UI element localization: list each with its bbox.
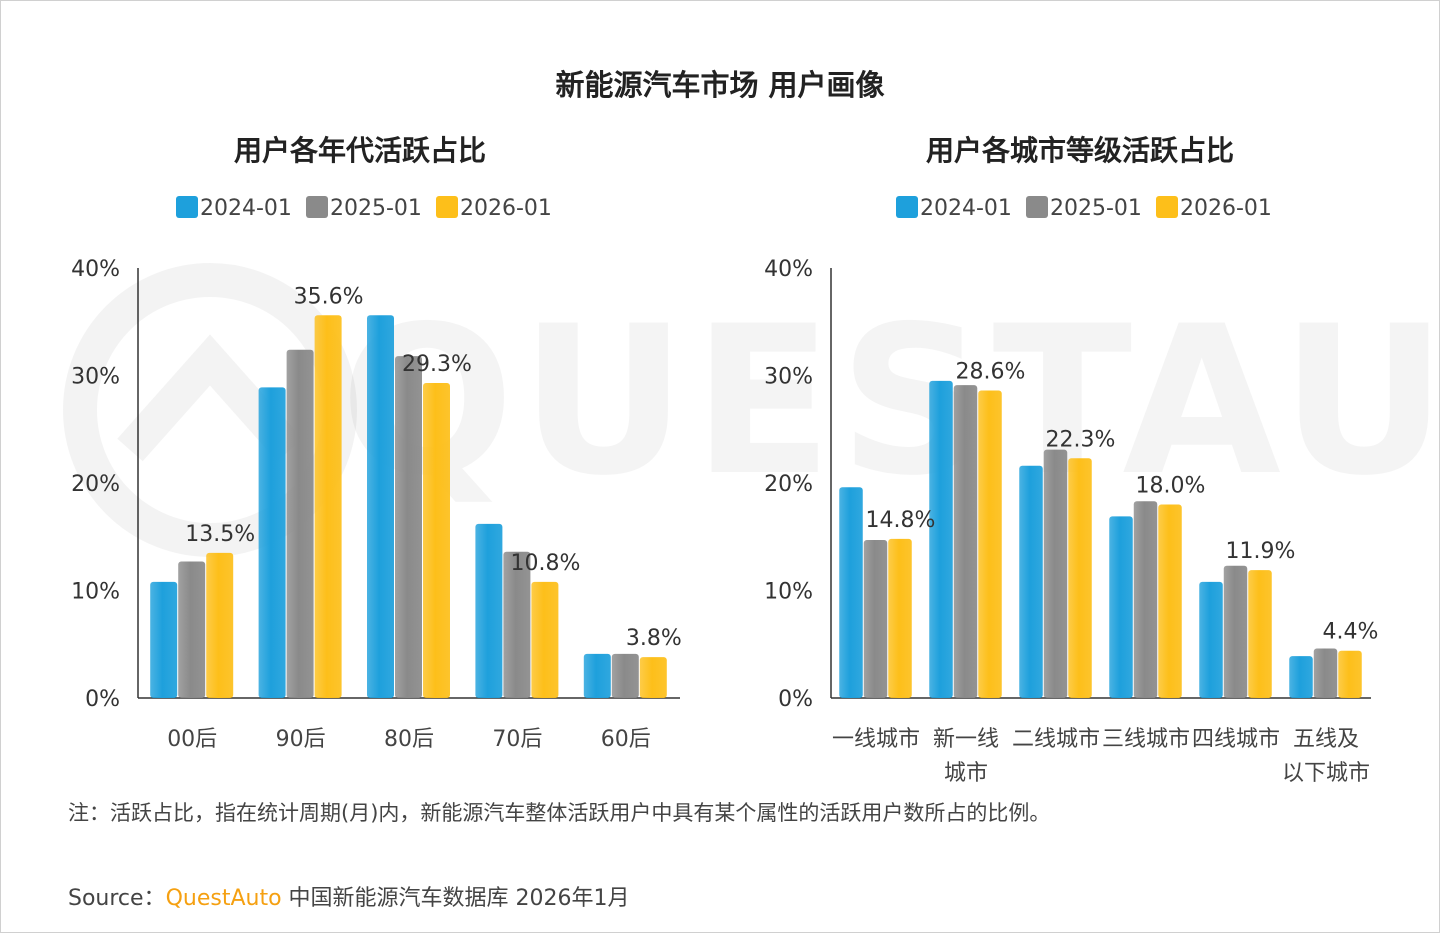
x-tick-label: 80后 [384, 727, 434, 752]
y-tick-label: 20% [764, 472, 813, 497]
bar [531, 581, 559, 698]
x-tick-label: 四线城市 [1192, 727, 1280, 752]
generation-chart: 用户各年代活跃占比 2024-01 2025-01 2026-01 0% 10% 20% 30… [71, 134, 682, 752]
chart-title: 用户各城市等级活跃占比 [926, 134, 1234, 167]
bar [863, 539, 888, 698]
bar [1289, 656, 1313, 698]
y-tick-label: 10% [764, 580, 813, 605]
data-label: 13.5% [185, 522, 255, 547]
bar [1223, 565, 1248, 698]
bar [150, 581, 178, 698]
x-tick-label: 新一线 [933, 727, 999, 752]
footnote: 注：活跃占比，指在统计周期(月)内，新能源汽车整体活跃用户中具有某个属性的活跃用… [68, 801, 1051, 825]
y-tick-label: 40% [71, 257, 120, 282]
y-tick-label: 10% [71, 580, 120, 605]
source-brand: QuestAuto [165, 886, 282, 911]
city-tier-chart: 用户各城市等级活跃占比 2024-01 2025-01 2026-01 0% 10% 20%… [764, 134, 1379, 786]
y-tick-label: 40% [764, 257, 813, 282]
bar [978, 390, 1002, 698]
bar [953, 385, 978, 698]
source-suffix: 中国新能源汽车数据库 2026年1月 [281, 886, 630, 911]
bar [178, 561, 206, 698]
x-tick-label: 城市 [944, 761, 988, 786]
x-tick-label: 90后 [276, 727, 326, 752]
chart-title: 用户各年代活跃占比 [234, 134, 486, 167]
bar [888, 538, 912, 698]
data-label: 28.6% [956, 360, 1026, 385]
legend-label: 2024-01 [200, 196, 292, 221]
legend-label: 2024-01 [920, 196, 1012, 221]
y-tick-label: 20% [71, 472, 120, 497]
bar [1043, 449, 1068, 698]
x-tick-label: 00后 [167, 727, 217, 752]
data-label: 10.8% [510, 551, 580, 576]
bar [1158, 504, 1182, 698]
x-tick-label: 一线城市 [832, 727, 920, 752]
data-label: 22.3% [1046, 427, 1116, 452]
bar [367, 315, 394, 698]
bar [1338, 650, 1362, 698]
legend-swatch [1026, 196, 1048, 218]
y-tick-label: 0% [85, 687, 120, 712]
legend-swatch [896, 196, 918, 218]
bar [1313, 648, 1338, 698]
data-label: 3.8% [626, 626, 682, 651]
y-tick-label: 30% [71, 365, 120, 390]
bar [1068, 458, 1092, 698]
y-tick-label: 0% [778, 687, 813, 712]
bar [423, 383, 450, 698]
bar [583, 653, 611, 698]
bar [1248, 570, 1272, 698]
x-tick-label: 二线城市 [1012, 727, 1100, 752]
legend-label: 2026-01 [1180, 196, 1272, 221]
legend-label: 2025-01 [1050, 196, 1142, 221]
bar [395, 356, 422, 698]
bar [639, 657, 667, 698]
source-prefix: Source： [68, 886, 166, 911]
bar [1199, 581, 1223, 698]
x-tick-label: 60后 [601, 727, 651, 752]
legend-label: 2025-01 [330, 196, 422, 221]
bar [503, 551, 531, 698]
data-label: 35.6% [294, 284, 364, 309]
source-line: Source：QuestAuto 中国新能源汽车数据库 2026年1月 [68, 880, 630, 912]
data-label: 4.4% [1323, 620, 1379, 645]
data-label: 14.8% [866, 508, 936, 533]
x-tick-label: 以下城市 [1282, 761, 1370, 786]
legend-swatch [436, 196, 458, 218]
legend-swatch [176, 196, 198, 218]
bar [611, 653, 639, 698]
x-tick-label: 三线城市 [1102, 727, 1190, 752]
data-label: 18.0% [1136, 474, 1206, 499]
x-tick-label: 70后 [492, 727, 542, 752]
bar [286, 349, 314, 698]
bar [1109, 516, 1133, 698]
data-label: 11.9% [1226, 539, 1296, 564]
bar [314, 315, 342, 698]
legend-swatch [306, 196, 328, 218]
bar [1133, 501, 1158, 698]
bar [258, 387, 286, 698]
y-tick-label: 30% [764, 365, 813, 390]
bar [1019, 465, 1043, 698]
legend-label: 2026-01 [460, 196, 552, 221]
data-label: 29.3% [402, 352, 472, 377]
bar [475, 523, 503, 698]
x-tick-label: 五线及 [1293, 727, 1359, 752]
bar [206, 552, 234, 698]
page-title: 新能源汽车市场 用户画像 [555, 68, 885, 102]
legend-swatch [1156, 196, 1178, 218]
bar [839, 487, 863, 698]
bar [929, 380, 953, 698]
